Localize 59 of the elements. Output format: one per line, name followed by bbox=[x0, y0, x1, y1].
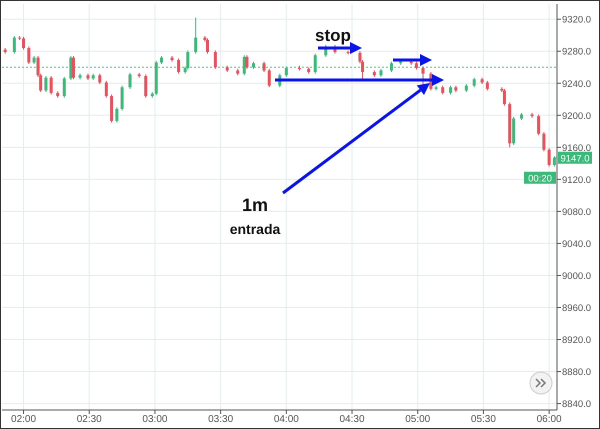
candlestick bbox=[206, 38, 209, 54]
candlestick bbox=[262, 61, 266, 73]
annotation: stop bbox=[315, 26, 351, 45]
candlestick bbox=[104, 80, 108, 98]
candlestick bbox=[62, 76, 66, 98]
candlestick bbox=[22, 36, 26, 50]
y-tick-label: 9240.0 bbox=[562, 78, 592, 90]
candlestick bbox=[552, 156, 556, 168]
annotation: 00:20 bbox=[528, 173, 552, 184]
y-tick-label: 9080.0 bbox=[562, 206, 592, 218]
y-tick-label: 9280.0 bbox=[562, 46, 592, 58]
candlestick bbox=[50, 76, 53, 95]
candlestick bbox=[542, 132, 546, 152]
candlestick bbox=[314, 53, 317, 74]
y-tick-label: 9000.0 bbox=[562, 270, 592, 282]
y-tick-label: 9320.0 bbox=[562, 14, 592, 26]
x-tick-label: 02:00 bbox=[11, 414, 36, 425]
x-tick-label: 02:30 bbox=[76, 414, 102, 425]
y-tick-label: 8960.0 bbox=[562, 303, 592, 314]
candlestick bbox=[268, 68, 271, 88]
candlestick bbox=[390, 61, 393, 73]
x-tick-label: 06:00 bbox=[536, 414, 562, 425]
x-tick-label: 04:30 bbox=[340, 414, 365, 425]
y-tick-label: 8840.0 bbox=[562, 399, 592, 410]
candlestick bbox=[115, 106, 118, 124]
y-tick-label: 9040.0 bbox=[562, 238, 592, 250]
x-tick-label: 03:30 bbox=[208, 414, 234, 425]
candlestick bbox=[12, 36, 16, 54]
candlestick bbox=[72, 56, 75, 80]
candlestick bbox=[421, 66, 424, 86]
candlestick bbox=[548, 148, 551, 168]
y-tick-label: 8880.0 bbox=[562, 367, 592, 378]
annotation: 9147.0 bbox=[560, 153, 590, 164]
x-tick-label: 03:00 bbox=[142, 414, 168, 425]
x-tick-label: 04:00 bbox=[274, 414, 300, 425]
candlestick bbox=[120, 85, 124, 112]
y-tick-label: 9160.0 bbox=[562, 142, 592, 154]
candlestick bbox=[177, 58, 180, 74]
candlestick bbox=[44, 76, 48, 93]
candlestick bbox=[128, 72, 132, 90]
annotation: entrada bbox=[230, 221, 280, 237]
annotation: 1m bbox=[242, 195, 268, 215]
candlestick bbox=[98, 73, 102, 85]
candlestick bbox=[27, 46, 30, 65]
candlestick bbox=[472, 77, 476, 88]
y-tick-label: 9200.0 bbox=[562, 110, 592, 122]
candlestick bbox=[245, 54, 248, 70]
candlestick bbox=[537, 114, 540, 136]
y-tick-label: 9120.0 bbox=[562, 174, 592, 186]
candlestick bbox=[284, 66, 288, 78]
candlestick bbox=[502, 88, 506, 106]
candlestick bbox=[144, 74, 148, 98]
x-tick-label: 05:00 bbox=[405, 414, 431, 425]
candlestick bbox=[214, 50, 217, 70]
candlestick bbox=[194, 17, 198, 54]
candlestick bbox=[186, 50, 190, 70]
y-tick-label: 8920.0 bbox=[562, 335, 592, 346]
candlestick bbox=[486, 80, 489, 91]
x-tick-label: 05:30 bbox=[470, 414, 496, 425]
